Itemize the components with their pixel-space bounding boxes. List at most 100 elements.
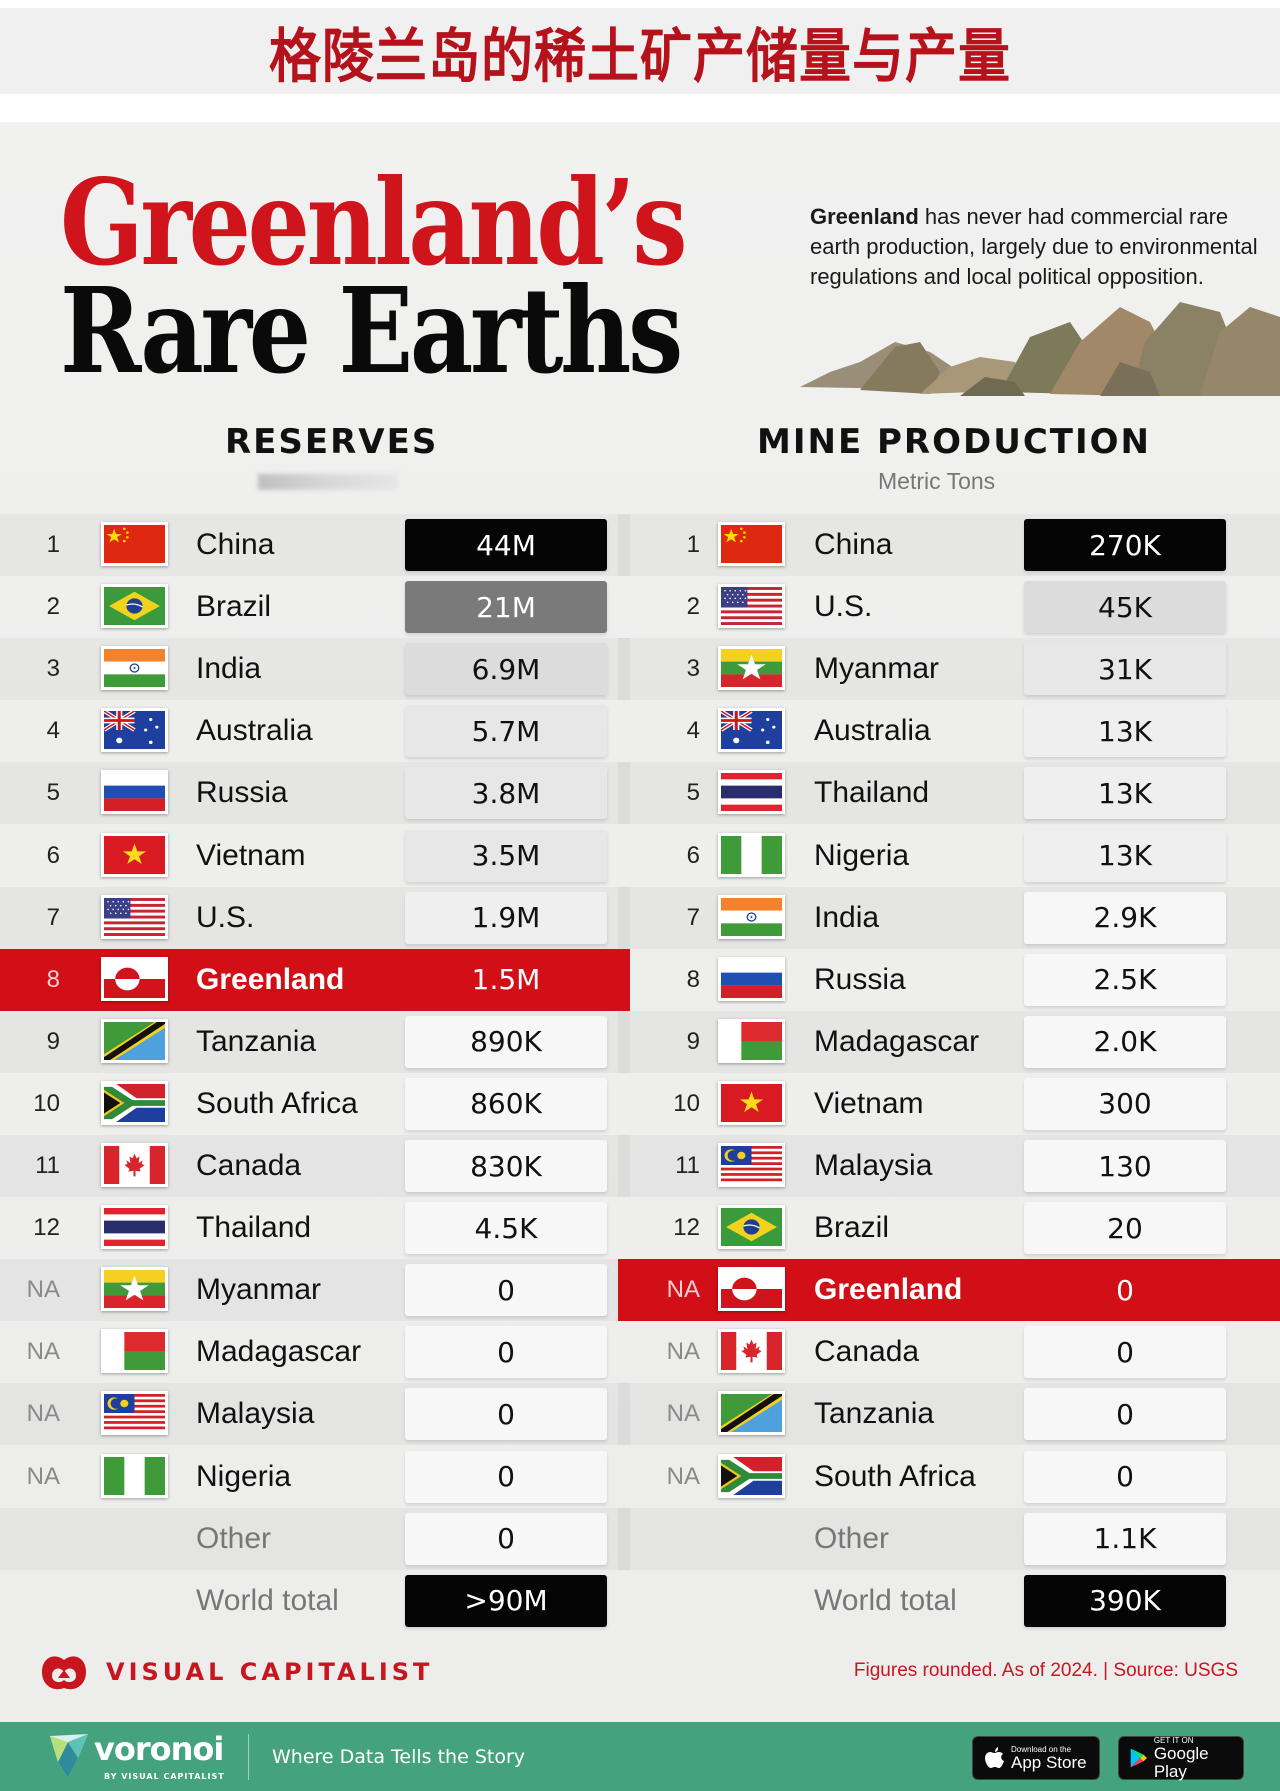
rank-label: 4 <box>46 717 60 745</box>
world-total-value: >90M <box>405 1574 607 1627</box>
value-cell: 890K <box>405 1015 607 1068</box>
value-cell: 0 <box>405 1264 607 1317</box>
rank-label: 11 <box>35 1152 60 1179</box>
google-play-button[interactable]: GET IT ON Google Play <box>1118 1736 1244 1780</box>
malaysia-flag-icon <box>101 1391 168 1436</box>
rank-label: NA <box>26 1276 60 1304</box>
table-row: 4 Australia 5.7M <box>0 700 630 762</box>
thailand-flag-icon <box>718 770 785 815</box>
vietnam-flag-icon <box>101 832 168 877</box>
country-name: Australia <box>814 714 931 748</box>
other-label: Other <box>196 1521 272 1555</box>
country-name: Nigeria <box>814 838 910 872</box>
rank-label: 12 <box>33 1214 60 1242</box>
rank-label: 8 <box>686 965 700 993</box>
greenland-flag-icon <box>718 1267 785 1312</box>
country-name: South Africa <box>196 1086 358 1120</box>
table-row: 7 India 2.9K <box>618 887 1280 949</box>
app-store-button[interactable]: Download on the App Store <box>972 1736 1100 1780</box>
value-cell: 20 <box>1024 1202 1226 1255</box>
value-cell: 3.8M <box>405 767 607 820</box>
voronoi-footer: voronoi BY VISUAL CAPITALIST Where Data … <box>0 1722 1280 1791</box>
india-flag-icon <box>101 646 168 691</box>
title-line-1: Greenland’s <box>60 153 687 292</box>
google-play-label: Google Play <box>1153 1743 1209 1781</box>
brazil-flag-icon <box>101 584 168 629</box>
country-name: Madagascar <box>196 1335 362 1369</box>
rank-label: NA <box>666 1338 700 1366</box>
table-row: 3 India 6.9M <box>0 638 630 700</box>
country-name: U.S. <box>196 900 255 934</box>
rank-label: 4 <box>686 717 700 745</box>
india-flag-icon <box>718 894 785 939</box>
vietnam-flag-icon <box>718 1080 785 1125</box>
rank-label: NA <box>26 1338 60 1366</box>
visual-capitalist-logo[interactable]: VISUAL CAPITALIST <box>36 1650 433 1694</box>
value-cell: 0 <box>1024 1388 1226 1441</box>
value-cell: 1.9M <box>405 891 607 944</box>
value-cell: 21M <box>405 581 607 634</box>
rank-label: NA <box>26 1400 60 1428</box>
table-row: 1 China 44M <box>0 514 630 576</box>
table-row: 11 Malaysia 130 <box>618 1135 1280 1197</box>
value-cell: 300 <box>1024 1077 1226 1130</box>
table-row: 1 China 270K <box>618 514 1280 576</box>
value-cell: 4.5K <box>405 1202 607 1255</box>
table-row: 7 U.S. 1.9M <box>0 887 630 949</box>
south-africa-flag-icon <box>718 1453 785 1498</box>
table-row: 3 Myanmar 31K <box>618 638 1280 700</box>
value-cell: 830K <box>405 1140 607 1192</box>
other-row: Other 0 <box>0 1508 630 1570</box>
table-row: 9 Madagascar 2.0K <box>618 1011 1280 1073</box>
rank-label: 6 <box>46 841 60 869</box>
value-cell: 1.5M <box>405 953 607 1006</box>
canada-flag-icon <box>101 1143 168 1187</box>
rank-label: 7 <box>46 903 60 931</box>
country-name: Greenland <box>196 962 345 996</box>
value-cell: 44M <box>405 519 607 571</box>
google-play-icon <box>1130 1748 1147 1768</box>
value-cell: 3.5M <box>405 829 607 882</box>
country-name: Madagascar <box>814 1024 980 1058</box>
table-row: NA Canada 0 <box>618 1321 1280 1383</box>
country-name: Myanmar <box>196 1273 322 1307</box>
rank-label: 11 <box>675 1152 700 1179</box>
value-cell: 13K <box>1024 829 1226 882</box>
title-line-2: Rare Earths <box>60 261 683 400</box>
country-name: South Africa <box>814 1459 976 1493</box>
madagascar-flag-icon <box>101 1329 168 1374</box>
rank-label: NA <box>666 1400 700 1428</box>
app-store-small-label: Download on the <box>1011 1744 1072 1754</box>
table-row: 12 Brazil 20 <box>618 1197 1280 1259</box>
voronoi-mark-icon <box>50 1734 88 1778</box>
source-note: Figures rounded. As of 2024. | Source: U… <box>853 1660 1238 1681</box>
infographic: Greenland’s Rare Earths Greenland has ne… <box>0 122 1280 1722</box>
blurb-bold: Greenland <box>810 204 919 229</box>
value-cell: 2.9K <box>1024 891 1226 944</box>
madagascar-flag-icon <box>718 1018 785 1063</box>
table-row: 6 Nigeria 13K <box>618 825 1280 887</box>
value-cell: 0 <box>405 1388 607 1441</box>
table-row: 4 Australia 13K <box>618 700 1280 762</box>
value-cell: 0 <box>1024 1264 1226 1317</box>
table-row: 8 Greenland 1.5M <box>0 948 630 1011</box>
rank-label: 3 <box>46 655 60 683</box>
country-name: China <box>196 528 275 561</box>
voronoi-logo[interactable]: voronoi BY VISUAL CAPITALIST <box>48 1730 224 1781</box>
value-cell: 13K <box>1024 705 1226 758</box>
table-row: 5 Russia 3.8M <box>0 762 630 824</box>
world-total-label: World total <box>196 1583 339 1617</box>
china-flag-icon <box>101 522 168 566</box>
table-row: 2 U.S. 45K <box>618 576 1280 638</box>
nigeria-flag-icon <box>101 1453 168 1498</box>
rank-label: 3 <box>686 655 700 683</box>
russia-flag-icon <box>101 770 168 815</box>
rank-label: 8 <box>46 965 60 993</box>
world-total-row: World total >90M <box>0 1570 630 1632</box>
other-value: 0 <box>405 1512 607 1565</box>
table-row: 5 Thailand 13K <box>618 762 1280 824</box>
country-name: Russia <box>814 962 906 996</box>
rank-label: NA <box>26 1462 60 1490</box>
rank-label: 10 <box>673 1089 700 1117</box>
canada-flag-icon <box>718 1329 785 1374</box>
